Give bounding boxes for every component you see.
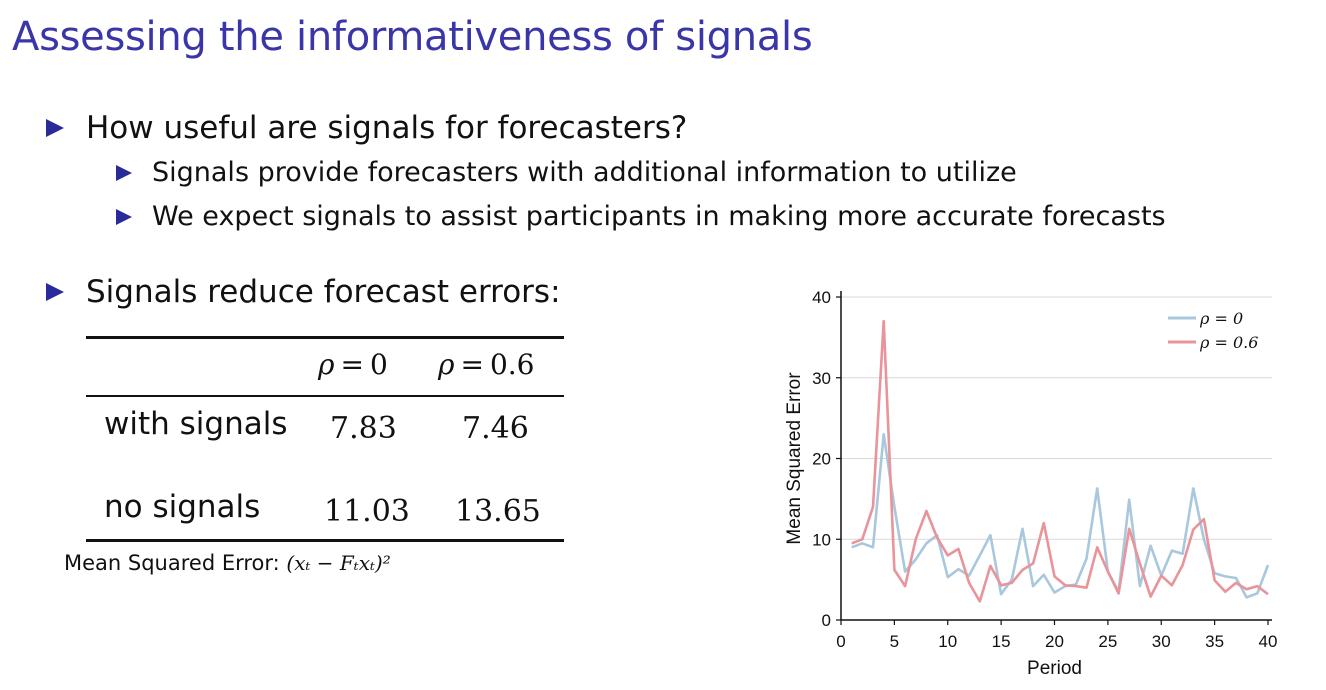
x-tick-label: 5 xyxy=(890,632,899,651)
y-tick-label: 40 xyxy=(812,288,831,307)
bullet-triangle-icon xyxy=(46,283,64,301)
table-cell: 13.65 xyxy=(455,494,541,529)
legend-label: ρ = 0.6 xyxy=(1199,333,1258,352)
mse-line-chart: 0 10 20 30 40 0 5 10 15 20 25 30 35 40 Period Mean Sq… xyxy=(784,288,1278,679)
bullet-level2-accuracy: We expect signals to assist participants… xyxy=(116,201,1166,232)
table-row-label: with signals xyxy=(104,406,288,442)
bullet-text: How useful are signals for forecasters? xyxy=(86,110,688,146)
x-tick-label: 0 xyxy=(836,632,845,651)
table-header-rho-06: ρ = 0.6 xyxy=(438,348,535,381)
legend-label: ρ = 0 xyxy=(1199,309,1243,328)
bullet-level2-information: Signals provide forecasters with additio… xyxy=(116,157,1017,188)
x-tick-label: 15 xyxy=(992,632,1011,651)
series-line-0 xyxy=(851,433,1270,599)
bullet-triangle-icon xyxy=(116,164,132,181)
table-bottom-rule xyxy=(86,539,564,542)
x-tick-label: 40 xyxy=(1259,632,1278,651)
table-cell: 7.83 xyxy=(330,411,397,446)
table-cell: 11.03 xyxy=(324,494,410,529)
table-header-rho-0: ρ = 0 xyxy=(318,348,388,381)
x-axis-label: Period xyxy=(1027,658,1082,679)
bullet-text: We expect signals to assist participants… xyxy=(152,201,1166,232)
bullet-triangle-icon xyxy=(46,119,64,137)
x-tick-label: 10 xyxy=(938,632,957,651)
y-tick-label: 10 xyxy=(812,530,831,549)
table-mid-rule xyxy=(86,395,564,397)
series-line-1 xyxy=(851,319,1269,603)
x-tick-label: 20 xyxy=(1045,632,1064,651)
bullet-level1-reduce-errors: Signals reduce forecast errors: xyxy=(46,274,561,310)
chart-legend: ρ = 0 ρ = 0.6 xyxy=(1168,309,1258,352)
x-tick-label: 30 xyxy=(1152,632,1171,651)
table-caption: Mean Squared Error: (xₜ − Fₜxₜ)² xyxy=(64,551,391,575)
y-tick-label: 0 xyxy=(822,611,831,630)
table-row-label: no signals xyxy=(104,489,261,525)
slide-title: Assessing the informativeness of signals xyxy=(12,14,813,60)
y-tick-label: 20 xyxy=(812,450,831,469)
bullet-text: Signals provide forecasters with additio… xyxy=(152,157,1017,188)
bullet-text: Signals reduce forecast errors: xyxy=(86,274,561,310)
bullet-level1-usefulness: How useful are signals for forecasters? xyxy=(46,110,687,146)
bullet-triangle-icon xyxy=(116,208,132,225)
y-tick-label: 30 xyxy=(812,369,831,388)
y-axis-label: Mean Squared Error xyxy=(784,372,805,545)
table-top-rule xyxy=(86,336,564,339)
table-cell: 7.46 xyxy=(462,411,529,446)
x-tick-label: 25 xyxy=(1098,632,1117,651)
x-tick-label: 35 xyxy=(1205,632,1224,651)
